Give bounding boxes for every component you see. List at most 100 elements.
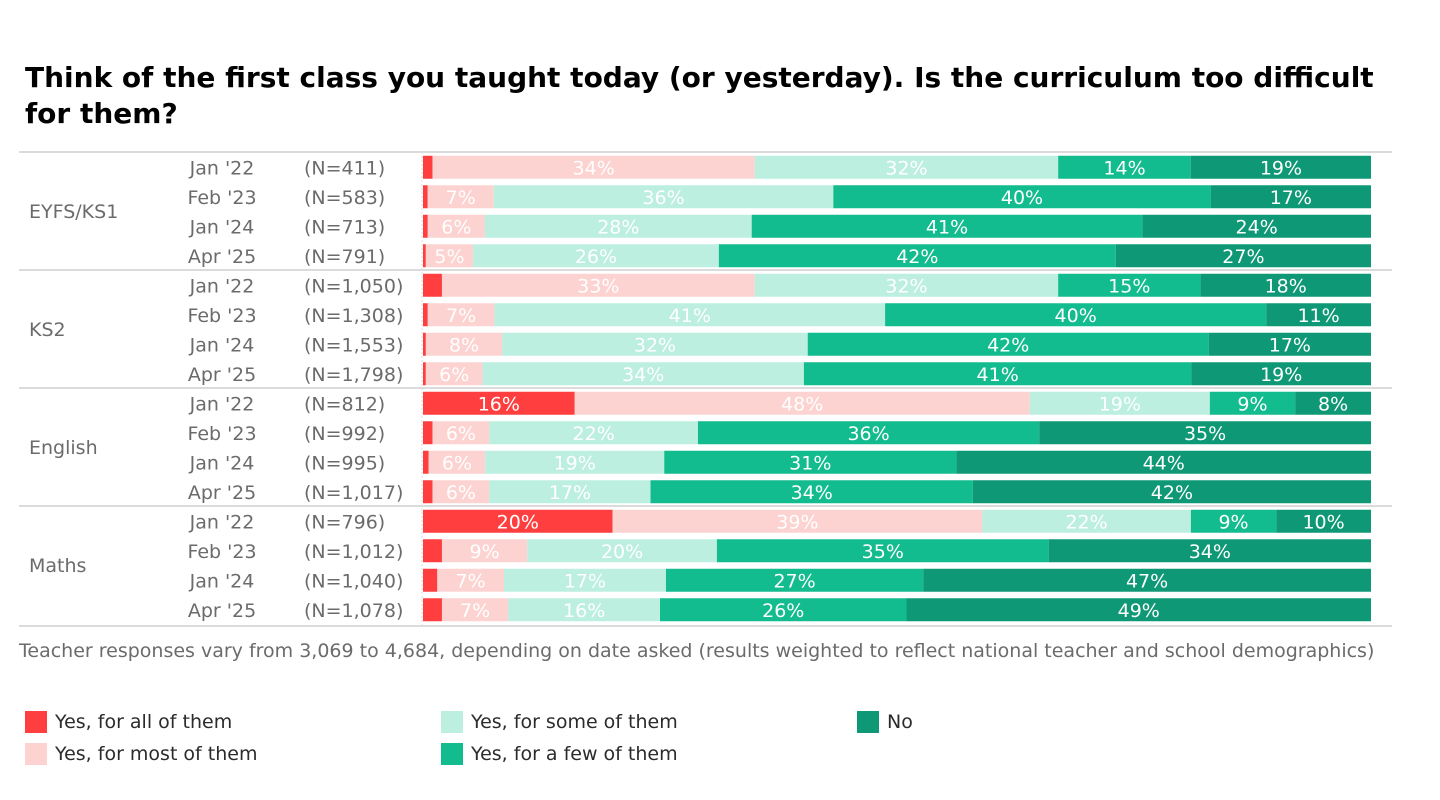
data-label: 9% [1218,511,1248,533]
bar-segment-yes-for-a-few-of-them [803,362,1192,386]
data-label: 39% [776,511,818,533]
bar-segment-yes-for-a-few-of-them [807,332,1209,356]
legend-swatch [25,711,47,733]
data-label: 34% [573,157,615,179]
bar-segment-no [1210,185,1371,209]
row-n-label: (N=796) [304,511,385,533]
data-label: 42% [1151,482,1193,504]
bar-segment-no [1295,391,1371,415]
bar-segment-yes-for-all-of-them [423,450,429,474]
bar-segment-yes-for-all-of-them [423,568,438,592]
bar-segment-yes-for-most-of-them [425,332,503,356]
data-label: 35% [1184,423,1226,445]
data-label: 6% [442,452,472,474]
row-n-label: (N=1,798) [304,364,403,386]
legend-item: Yes, for a few of them [441,743,678,765]
data-label: 7% [446,305,476,327]
data-label: 44% [1143,452,1185,474]
row-n-label: (N=1,050) [304,275,403,297]
data-label: 6% [439,364,469,386]
row-n-label: (N=583) [304,187,385,209]
bar-segment-yes-for-a-few-of-them [718,244,1116,268]
bar-segment-no [1200,273,1371,297]
row-n-label: (N=1,012) [304,541,403,563]
bar-segment-yes-for-all-of-them [423,539,442,563]
data-label: 22% [573,423,615,445]
data-label: 33% [577,275,619,297]
bar-segment-yes-for-a-few-of-them [716,539,1049,563]
bar-segment-yes-for-most-of-them [425,362,483,386]
data-label: 24% [1236,216,1278,238]
bar-segment-yes-for-most-of-them [432,421,490,445]
data-label: 7% [456,570,486,592]
row-n-label: (N=992) [304,423,385,445]
bar-segment-yes-for-all-of-them [423,509,613,533]
bar-segment-yes-for-some-of-them [485,450,665,474]
data-label: 20% [601,541,643,563]
row-period-label: Apr '25 [188,482,256,504]
bar-segment-yes-for-a-few-of-them [833,185,1211,209]
data-label: 19% [1260,157,1302,179]
bar-segment-yes-for-all-of-them [423,362,426,386]
chart-title: Think of the first class you taught toda… [25,61,1374,130]
data-label: 15% [1108,275,1150,297]
group-label: EYFS/KS1 [29,201,118,223]
data-label: 36% [847,423,889,445]
legend-label: No [887,711,913,733]
bar-segment-yes-for-most-of-them [425,244,474,268]
bar-segment-yes-for-all-of-them [423,155,433,179]
row-period-label: Feb '23 [187,187,256,209]
legend-label: Yes, for all of them [55,711,233,733]
data-label: 8% [1318,393,1348,415]
row-n-label: (N=1,308) [304,305,403,327]
bar-segment-yes-for-a-few-of-them [664,450,957,474]
chart-footnote: Teacher responses vary from 3,069 to 4,6… [19,640,1375,662]
bar-segment-yes-for-all-of-them [423,244,426,268]
row-period-label: Feb '23 [187,423,256,445]
row-n-label: (N=1,017) [304,482,403,504]
bar-segment-yes-for-most-of-them [574,391,1030,415]
bar-segment-yes-for-some-of-them [493,185,834,209]
data-label: 20% [497,511,539,533]
row-period-label: Apr '25 [188,364,256,386]
data-label: 18% [1265,275,1307,297]
bar-segment-yes-for-some-of-them [982,509,1191,533]
row-n-label: (N=411) [304,157,385,179]
bar-segment-yes-for-all-of-them [423,391,575,415]
bar-segment-yes-for-all-of-them [423,598,442,622]
bar-segment-yes-for-all-of-them [423,480,433,504]
row-n-label: (N=1,078) [304,600,403,622]
data-label: 7% [446,187,476,209]
row-period-label: Jan '24 [189,452,255,474]
bar-segment-yes-for-a-few-of-them [1190,509,1277,533]
legend-item: No [857,711,913,733]
bar-segment-yes-for-a-few-of-them [650,480,973,504]
data-label: 28% [597,216,639,238]
bar-segment-yes-for-most-of-them [612,509,983,533]
data-label: 49% [1118,600,1160,622]
bar-segment-yes-for-some-of-them [489,421,698,445]
row-n-label: (N=713) [304,216,385,238]
bar-segment-no [1190,155,1371,179]
bar-segment-yes-for-most-of-them [441,273,755,297]
bar-segment-yes-for-a-few-of-them [697,421,1040,445]
legend-item: Yes, for most of them [25,743,257,765]
row-period-label: Jan '24 [189,216,255,238]
bar-segment-yes-for-a-few-of-them [660,598,907,622]
data-label: 5% [434,246,464,268]
bar-segment-yes-for-all-of-them [423,421,433,445]
row-period-label: Feb '23 [187,541,256,563]
row-n-label: (N=1,040) [304,570,403,592]
bar-segment-yes-for-some-of-them [489,480,651,504]
data-label: 32% [885,157,927,179]
bar-segment-yes-for-a-few-of-them [751,214,1143,238]
data-label: 42% [987,334,1029,356]
data-label: 22% [1065,511,1107,533]
data-label: 41% [669,305,711,327]
bar-segment-yes-for-some-of-them [473,244,719,268]
data-label: 19% [554,452,596,474]
data-label: 6% [441,216,471,238]
data-label: 17% [1269,334,1311,356]
data-label: 42% [896,246,938,268]
legend-label: Yes, for most of them [55,743,258,765]
